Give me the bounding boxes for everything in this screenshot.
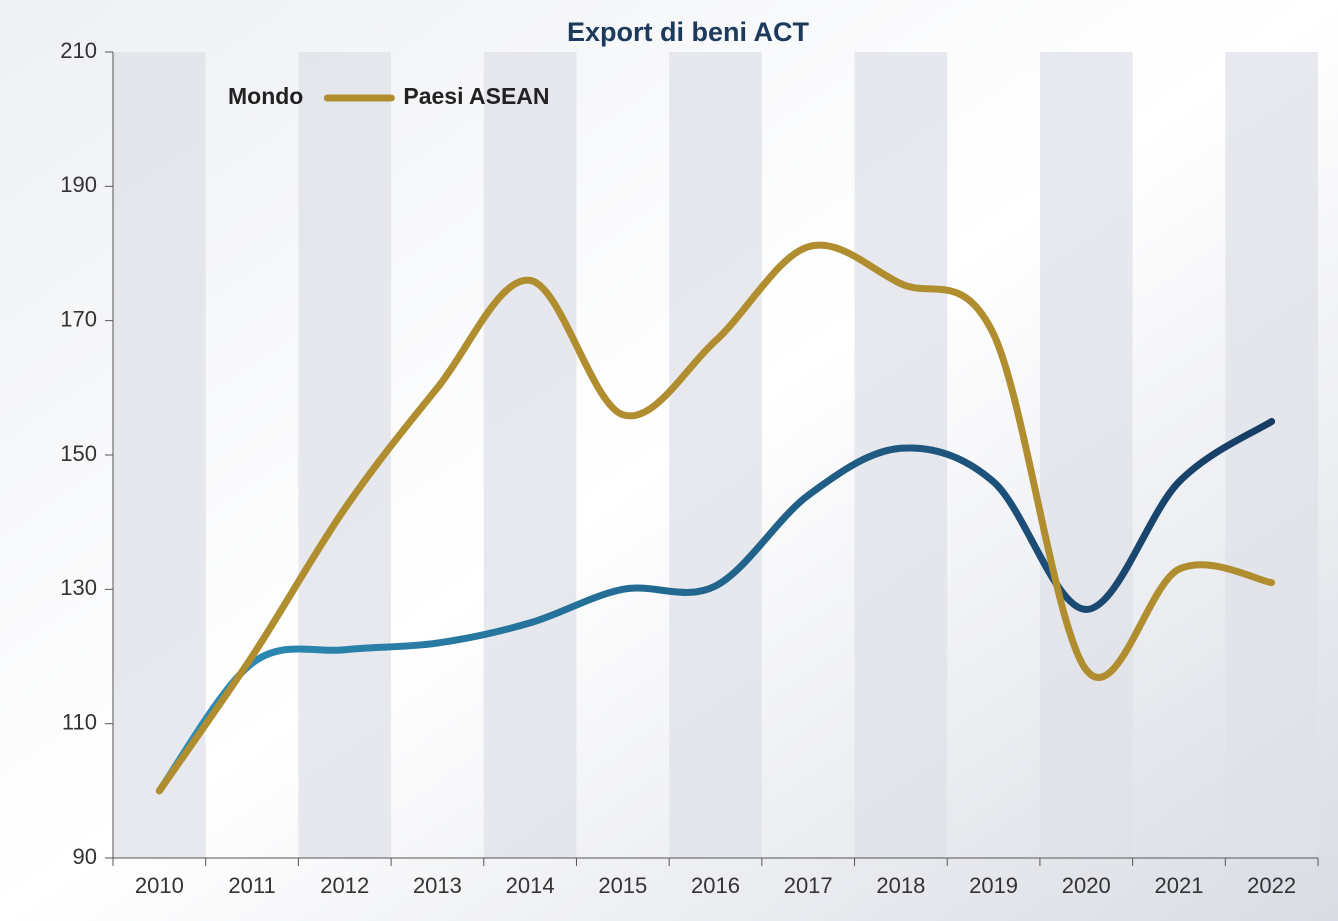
band [669, 52, 762, 858]
legend-label: Paesi ASEAN [403, 83, 549, 109]
band [1039, 52, 1133, 858]
x-tick-label: 2014 [506, 873, 555, 898]
x-tick-label: 2019 [969, 873, 1018, 898]
x-tick-label: 2022 [1247, 873, 1296, 898]
x-tick-label: 2021 [1154, 873, 1203, 898]
x-tick-label: 2020 [1062, 873, 1111, 898]
series-line [155, 241, 1276, 795]
y-tick-label: 150 [60, 441, 97, 466]
x-tick-label: 2017 [784, 873, 833, 898]
y-tick-label: 210 [60, 38, 97, 63]
y-tick-label: 110 [62, 709, 97, 734]
band [113, 52, 206, 858]
legend-label: Mondo [228, 83, 303, 109]
y-tick-label: 190 [60, 172, 97, 197]
x-tick-label: 2013 [413, 873, 462, 898]
x-tick-label: 2016 [691, 873, 740, 898]
x-tick-label: 2011 [228, 873, 275, 898]
y-tick-label: 90 [73, 844, 97, 869]
y-tick-label: 170 [60, 306, 97, 331]
y-tick-label: 130 [60, 575, 97, 600]
x-tick-label: 2018 [876, 873, 925, 898]
chart-title: Export di beni ACT [567, 17, 810, 47]
x-tick-label: 2015 [598, 873, 647, 898]
band [298, 52, 392, 858]
x-tick-label: 2010 [135, 873, 184, 898]
series-line [155, 417, 1276, 795]
x-tick-label: 2012 [320, 873, 369, 898]
band [483, 52, 577, 858]
band [1225, 52, 1318, 858]
